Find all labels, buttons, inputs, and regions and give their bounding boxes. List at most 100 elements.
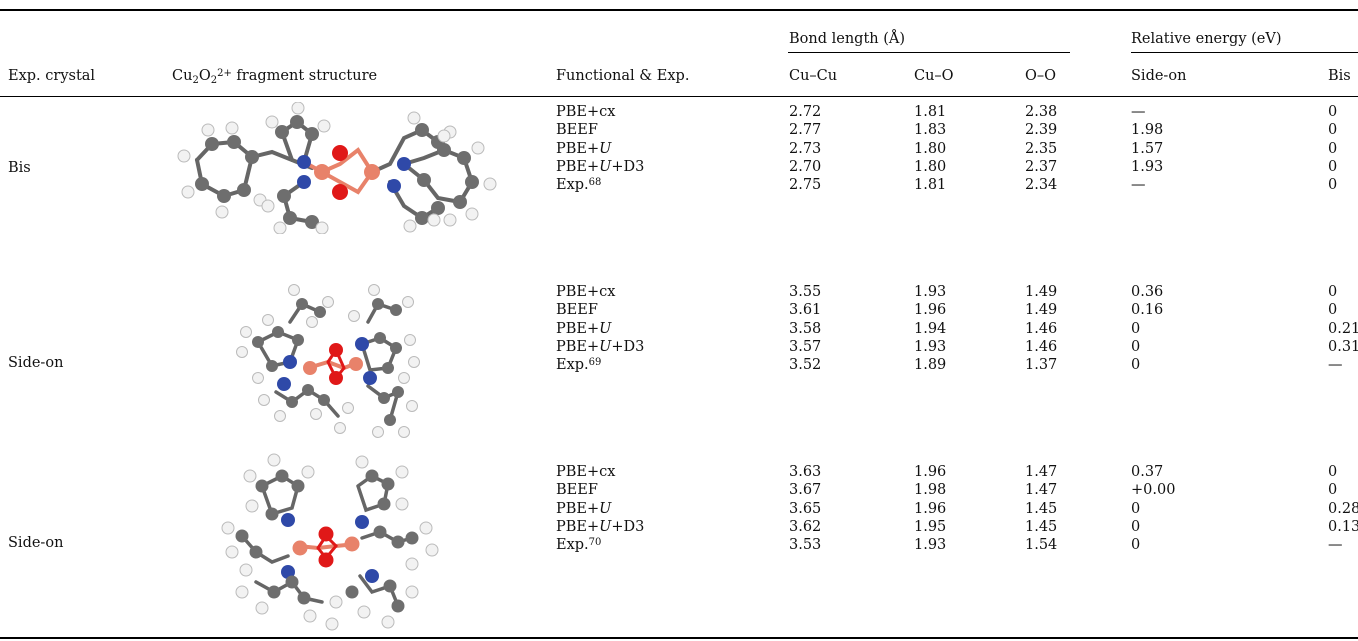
cuo-cell: 1.83 xyxy=(914,122,947,139)
oo-cell: 2.39 xyxy=(1025,122,1058,139)
functional-name: PBE+ xyxy=(556,500,600,517)
sideon-cell: 0 xyxy=(1131,537,1141,554)
cucu-cell: 3.63 xyxy=(789,464,822,480)
oo-cell: 1.49 xyxy=(1025,302,1058,319)
sideon-cell: 0 xyxy=(1131,338,1141,355)
group-label-3: Side-on xyxy=(8,535,64,551)
functional-name: PBE+ xyxy=(556,338,600,355)
functional-d3-suffix: +D3 xyxy=(611,338,645,355)
cuo-cell: 1.93 xyxy=(914,338,947,355)
bis-cell: 0 xyxy=(1328,482,1338,499)
reference-superscript: 70 xyxy=(588,537,602,549)
sideon-cell: 0 xyxy=(1131,500,1141,517)
oo-cell: 1.46 xyxy=(1025,320,1058,337)
functional-cell: PBE+U+D3 xyxy=(556,158,644,176)
functional-cell: Exp.68 xyxy=(556,176,601,194)
oo-header: O–O xyxy=(1025,68,1057,84)
cuo-cell: 1.93 xyxy=(914,537,947,554)
oo-cell: 1.46 xyxy=(1025,338,1058,355)
functional-name: PBE+cx xyxy=(556,284,616,300)
bis-cell: 0 xyxy=(1328,104,1338,120)
functional-name: Exp. xyxy=(556,177,589,194)
group-label-2: Side-on xyxy=(8,355,64,371)
functional-cell: Exp.69 xyxy=(556,356,601,374)
table-top-rule xyxy=(0,9,1358,11)
oo-cell: 1.45 xyxy=(1025,500,1058,517)
bis-structure-image xyxy=(177,102,497,234)
cuo-header: Cu–O xyxy=(914,68,954,84)
cucu-cell: 2.75 xyxy=(789,177,822,194)
functional-cell: BEEF xyxy=(556,481,598,499)
cuo-cell: 1.80 xyxy=(914,140,947,157)
oo-cell: 2.34 xyxy=(1025,177,1058,194)
cuo-cell: 1.96 xyxy=(914,500,947,517)
functional-name: BEEF xyxy=(556,302,598,319)
bond-length-group-header: Bond length (Å) xyxy=(789,31,906,47)
functional-name: PBE+cx xyxy=(556,104,616,120)
sideon-cell: — xyxy=(1131,177,1146,194)
cucu-cell: 2.73 xyxy=(789,140,822,157)
sideon-cell: 1.57 xyxy=(1131,140,1164,157)
functional-u-suffix: U xyxy=(599,140,612,157)
sideon-header: Side-on xyxy=(1131,68,1187,84)
bis-cell: 0.21 xyxy=(1328,320,1358,337)
cucu-cell: 3.58 xyxy=(789,320,822,337)
cuo-cell: 1.89 xyxy=(914,357,947,374)
sideon-cell: 0.16 xyxy=(1131,302,1164,319)
sideon-cell: 1.93 xyxy=(1131,158,1164,175)
bis-cell: 0 xyxy=(1328,158,1338,175)
cucu-cell: 3.52 xyxy=(789,357,822,374)
bis-cell: 0 xyxy=(1328,177,1338,194)
bis-cell: 0 xyxy=(1328,464,1338,480)
fragment-structure-header: Cu2O22+ fragment structure xyxy=(172,68,378,86)
exp-crystal-header: Exp. crystal xyxy=(8,68,96,84)
functional-header: Functional & Exp. xyxy=(556,68,690,84)
functional-cell: BEEF xyxy=(556,301,598,319)
sideon-cell: 0 xyxy=(1131,357,1141,374)
oo-cell: 2.35 xyxy=(1025,140,1058,157)
cucu-cell: 3.62 xyxy=(789,518,822,535)
functional-cell: PBE+cx xyxy=(556,463,615,481)
cuo-cell: 1.96 xyxy=(914,302,947,319)
reference-superscript: 69 xyxy=(588,357,602,369)
cuo-cell: 1.93 xyxy=(914,284,947,300)
relative-energy-group-rule xyxy=(1131,52,1358,53)
bis-cell: — xyxy=(1328,357,1343,374)
bis-cell: 0 xyxy=(1328,284,1338,300)
functional-name: PBE+cx xyxy=(556,464,616,480)
functional-name: PBE+ xyxy=(556,320,600,337)
bis-cell: 0.28 xyxy=(1328,500,1358,517)
sideon-cell: 0 xyxy=(1131,518,1141,535)
functional-u-suffix: U xyxy=(599,158,612,175)
functional-d3-suffix: +D3 xyxy=(611,518,645,535)
cuo-cell: 1.94 xyxy=(914,320,947,337)
functional-cell: PBE+U xyxy=(556,500,611,518)
bond-length-group-rule xyxy=(788,52,1070,53)
functional-cell: Exp.70 xyxy=(556,536,601,554)
functional-cell: PBE+U+D3 xyxy=(556,518,644,536)
reference-superscript: 68 xyxy=(588,177,602,189)
functional-name: PBE+ xyxy=(556,518,600,535)
table-bottom-rule xyxy=(0,637,1358,639)
oo-cell: 2.37 xyxy=(1025,158,1058,175)
side-on-structure-image-2 xyxy=(221,453,439,631)
functional-u-suffix: U xyxy=(599,500,612,517)
functional-u-suffix: U xyxy=(599,320,612,337)
side-on-structure-image-1 xyxy=(236,284,420,438)
cucu-cell: 3.53 xyxy=(789,537,822,554)
cuo-cell: 1.81 xyxy=(914,104,947,120)
sideon-cell: 1.98 xyxy=(1131,122,1164,139)
functional-name: Exp. xyxy=(556,357,589,374)
functional-cell: PBE+U xyxy=(556,320,611,338)
cuo-cell: 1.80 xyxy=(914,158,947,175)
cuo-cell: 1.81 xyxy=(914,177,947,194)
oo-cell: 1.47 xyxy=(1025,482,1058,499)
cucu-cell: 3.61 xyxy=(789,302,822,319)
sideon-cell: +0.00 xyxy=(1131,482,1176,499)
relative-energy-group-header: Relative energy (eV) xyxy=(1131,31,1282,47)
group-label-1: Bis xyxy=(8,160,31,176)
bis-cell: 0 xyxy=(1328,302,1338,319)
bis-cell: 0.13 xyxy=(1328,518,1358,535)
functional-name: PBE+ xyxy=(556,140,600,157)
sideon-cell: 0.37 xyxy=(1131,464,1164,480)
